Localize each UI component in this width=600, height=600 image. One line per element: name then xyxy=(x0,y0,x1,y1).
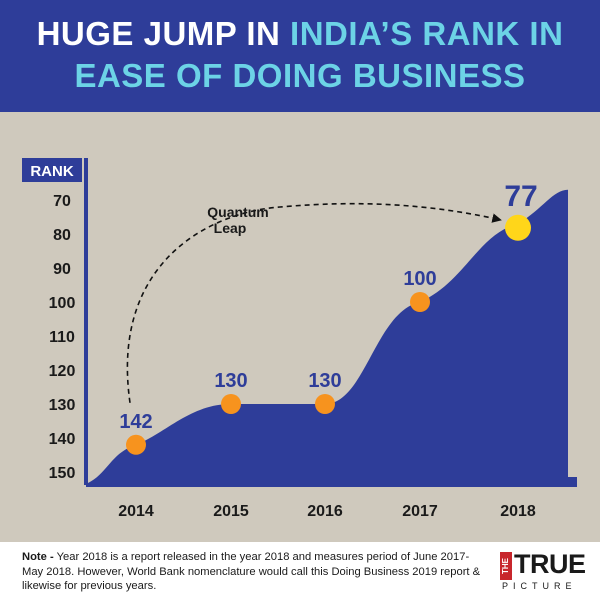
x-axis-end-marker xyxy=(567,477,577,487)
data-label: 142 xyxy=(119,411,152,433)
data-label: 100 xyxy=(403,268,436,290)
data-point xyxy=(221,394,241,414)
title-part-1: HUGE JUMP IN xyxy=(36,15,281,52)
data-label: 130 xyxy=(214,370,247,392)
y-tick-label: 100 xyxy=(49,295,76,312)
y-tick-label: 90 xyxy=(53,261,71,278)
data-label: 130 xyxy=(308,370,341,392)
y-tick-label: 140 xyxy=(49,431,76,448)
data-point xyxy=(126,434,146,455)
y-tick-label: 80 xyxy=(53,227,71,244)
title-line-1: HUGE JUMP IN INDIA’S RANK IN xyxy=(0,14,600,54)
quantum-leap-arrow xyxy=(126,202,502,403)
footnote: Note - Year 2018 is a report released in… xyxy=(22,550,492,594)
y-tick-label: 110 xyxy=(49,329,75,346)
x-tick-label: 2015 xyxy=(213,503,249,520)
title-line-2: EASE OF DOING BUSINESS xyxy=(74,57,526,94)
note-text: Year 2018 is a report released in the ye… xyxy=(22,551,481,592)
data-point xyxy=(410,292,430,312)
x-tick-label: 2014 xyxy=(118,503,154,520)
data-label: 77 xyxy=(504,180,537,213)
x-tick-label: 2017 xyxy=(402,503,438,520)
logo-true: TRUE xyxy=(514,549,586,579)
true-picture-logo: THE TRUE PICTURE xyxy=(500,549,586,594)
y-tick-label: 130 xyxy=(49,397,76,414)
rank-chart: RANK 70 80 90 100 110 120 130 140 150 QuantumLeap… xyxy=(22,158,577,520)
y-axis-label-box xyxy=(22,158,82,182)
title-part-2: INDIA’S RANK IN xyxy=(290,15,564,52)
title-banner: HUGE JUMP IN INDIA’S RANK IN EASE OF DOI… xyxy=(0,0,600,112)
annotation-line-2: Leap xyxy=(214,220,247,236)
rank-area xyxy=(88,189,568,486)
y-tick-label: 70 xyxy=(53,193,71,210)
x-tick-label: 2016 xyxy=(307,503,343,520)
x-tick-label: 2018 xyxy=(500,503,536,520)
note-label: Note - xyxy=(22,551,54,563)
y-tick-label: 120 xyxy=(49,363,76,380)
data-point xyxy=(315,394,335,414)
logo-picture: PICTURE xyxy=(502,581,577,591)
highlight-point xyxy=(505,214,531,241)
annotation-line-1: Quantum xyxy=(207,204,268,220)
footer: Note - Year 2018 is a report released in… xyxy=(0,542,600,600)
y-axis-label: RANK xyxy=(30,163,73,180)
logo-the: THE xyxy=(500,552,512,580)
y-tick-label: 150 xyxy=(49,465,76,482)
